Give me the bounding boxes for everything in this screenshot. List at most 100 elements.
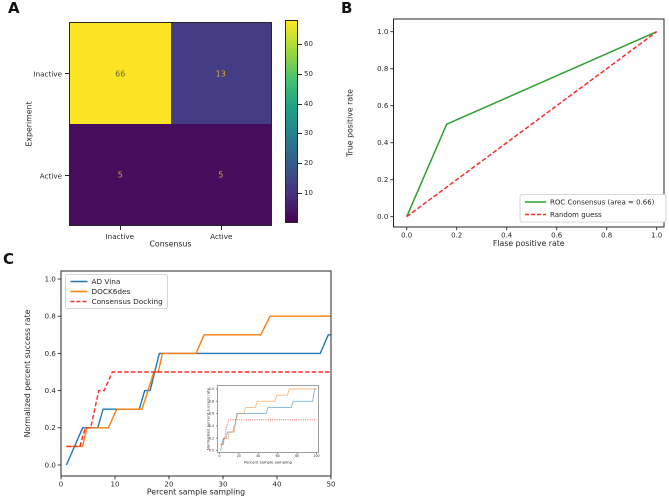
x-tick-label: 20 [237,454,241,458]
panel-b: B 0.0 0.2 0.4 0.6 0.8 1.0 0.0 0.2 0.4 0.6 0.8 1.0 Fl… [335,0,669,250]
panel-c-letter: C [3,250,15,268]
series-line-consensus-docking [66,371,331,448]
series-line-ad-vina [220,388,317,451]
y-tick-label: 0.6 [377,102,389,110]
y-tick-label: 1.0 [45,275,56,283]
x-tick-mark [221,226,223,230]
legend-label: DOCK6des [92,287,131,296]
heatmap-cell: 5 [70,124,171,225]
y-tick-label: 0.0 [209,449,214,453]
legend-label: ROC Consensus (area = 0.66) [550,198,655,206]
cell-value: 13 [215,69,226,78]
x-axis-label: Percent sample sampling [244,460,292,465]
x-tick-label: 60 [276,454,280,458]
y-tick-label: 0.0 [45,461,56,469]
y-tick-label: 0.4 [45,387,57,395]
y-tick-label: Inactive [33,69,62,78]
y-axis-label: Normalized percent success rate [23,309,32,437]
legend-frame [65,274,168,309]
roc-plot: 0.0 0.2 0.4 0.6 0.8 1.0 0.0 0.2 0.4 0.6 0.8 1.0 Flas… [346,18,667,248]
x-tick-label: 40 [273,481,282,489]
heatmap-cell: 66 [70,23,171,124]
axes-frame [60,270,332,477]
colorbar-tick-mark [298,193,302,195]
x-axis-label: Consensus [149,239,192,248]
colorbar-tick-mark [298,73,302,75]
series-line-consensus-docking [220,419,317,445]
x-tick-label: 30 [219,481,228,489]
legend-label: Consensus Docking [92,297,163,306]
y-axis-label: True positive rate [346,89,355,158]
y-tick-label: 0.8 [45,313,56,321]
x-tick-label: 1.0 [651,232,662,240]
cell-value: 66 [115,69,126,78]
colorbar-tick-label: 40 [304,99,313,108]
y-tick-label: 0.4 [209,424,214,428]
y-tick-label: Active [39,171,62,180]
legend-label: AD Vina [92,277,121,286]
colorbar-tick-mark [298,103,302,105]
panel-b-letter: B [341,0,353,17]
x-tick-label: Inactive [105,232,135,241]
x-tick-label: 0.0 [401,232,412,240]
axes-frame [393,18,665,228]
x-axis-label: Percent sample sampling [147,488,245,497]
x-tick-label: 40 [256,454,260,458]
series-line-dock6des [66,315,331,448]
y-tick-label: 0.6 [45,350,57,358]
y-tick-label: 0.2 [45,424,56,432]
y-tick-label: 0.8 [209,399,214,403]
panel-a-letter: A [8,0,20,17]
x-tick-mark [119,226,121,230]
x-tick-label: 80 [295,454,299,458]
colorbar-tick-label: 50 [304,69,313,78]
colorbar-tick-label: 30 [304,129,313,138]
panel-a: A 66 13 5 5 Inactive Active Inactive Active Cons… [0,0,335,250]
colorbar-tick-mark [298,133,302,135]
series-line-dock6des [220,388,317,445]
colorbar-tick-mark [298,43,302,45]
series-line-random-guess [406,31,658,218]
x-tick-label: 0 [59,481,63,489]
x-tick-label: Active [210,232,233,241]
y-tick-label: 1.0 [377,28,388,36]
x-tick-label: 10 [111,481,120,489]
confusion-matrix-plot: 66 13 5 5 Inactive Active Inactive Active Consen… [0,0,335,250]
series-line-roc-consensus-area-0-66 [406,31,658,217]
x-tick-label: 20 [165,481,174,489]
y-tick-mark [65,175,69,176]
y-tick-label: 0.2 [377,176,388,184]
x-tick-label: 50 [327,481,336,489]
colorbar-tick-label: 10 [304,189,313,198]
heatmap-cell: 5 [170,124,271,225]
y-tick-label: 0.0 [377,213,388,221]
success-rate-plot: 0 10 20 30 40 50 0.0 0.2 0.4 0.6 0.8 1.0 Percent sam… [23,270,336,497]
x-tick-label: 0.6 [551,232,563,240]
y-tick-mark [65,73,69,74]
x-tick-label: 0.8 [601,232,612,240]
x-axis-label: Flase positive rate [493,239,565,248]
y-axis-label: Experiment [24,101,34,147]
colorbar [284,20,298,223]
panel-c: C 0 10 20 30 40 50 0.0 0.2 0.4 0.6 0.8 1.0 Percent s… [0,250,350,498]
heatmap-frame: 66 13 5 5 [69,22,272,226]
cell-value: 5 [218,170,224,179]
y-tick-label: 1.0 [209,387,214,391]
colorbar-tick-label: 20 [304,159,313,168]
y-tick-label: 0.2 [209,436,214,440]
colorbar-tick-mark [298,163,302,165]
axes-frame [217,385,319,453]
x-tick-label: 0.2 [451,232,462,240]
y-tick-label: 0.4 [377,139,389,147]
y-tick-label: 0.8 [377,65,388,73]
cell-value: 5 [117,170,123,179]
inset-background [217,385,319,453]
legend-frame [519,194,667,223]
x-tick-label: 0.4 [501,232,513,240]
legend-label: Random guess [550,211,602,219]
x-tick-label: 0 [218,454,220,458]
heatmap-cell: 13 [170,23,271,124]
y-axis-label: Normalized percent success rate [206,387,211,450]
